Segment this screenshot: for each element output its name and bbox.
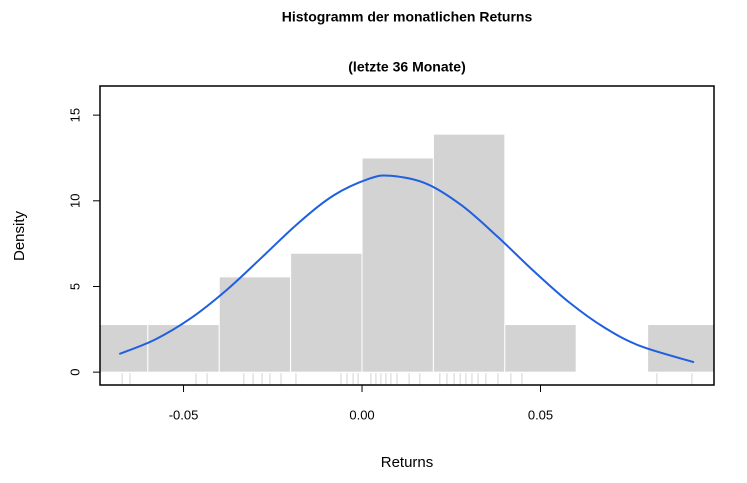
x-tick-label: 0.05 [528, 407, 553, 422]
bar [504, 324, 577, 373]
plot-area [100, 133, 714, 385]
density-curve [118, 174, 695, 364]
x-axis-label: Returns [381, 454, 434, 471]
bar [290, 252, 363, 373]
plot-frame [99, 85, 715, 386]
bar [100, 324, 149, 373]
bar [147, 324, 220, 373]
y-axis-label: Density [11, 210, 28, 261]
chart-title: Histogramm der monatlichen Returns [282, 9, 533, 25]
bar [218, 276, 292, 373]
y-tick-label: 5 [67, 283, 82, 290]
bar [432, 133, 506, 373]
chart-subtitle: (letzte 36 Monate) [348, 59, 465, 75]
y-tick-label: 0 [67, 369, 82, 376]
y-tick-label: 15 [67, 108, 82, 122]
bar [647, 324, 714, 373]
bar [361, 157, 434, 373]
y-tick-label: 10 [67, 194, 82, 208]
x-tick-label: -0.05 [169, 407, 199, 422]
x-tick-label: 0.00 [349, 407, 374, 422]
